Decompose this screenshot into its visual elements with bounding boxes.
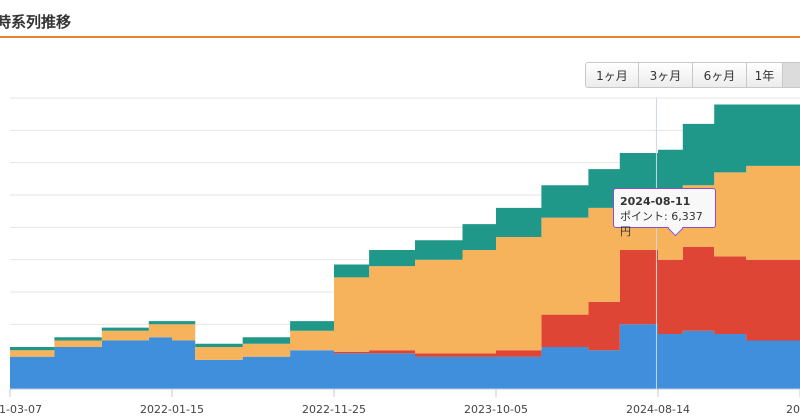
x-tick-label: 2021-03-07 bbox=[0, 403, 42, 416]
area-series-4 bbox=[10, 104, 800, 351]
area-series-2 bbox=[10, 246, 800, 360]
x-tick-label: 2023-10-05 bbox=[464, 403, 528, 416]
x-axis: 2021-03-07 2022-01-15 2022-11-25 2023-10-05… bbox=[0, 388, 800, 416]
range-1-month-button[interactable]: 1ヶ月 bbox=[585, 62, 639, 88]
area-series-1 bbox=[10, 324, 800, 389]
data-tooltip: 2024-08-11 ポイント: 6,337円 bbox=[613, 188, 716, 238]
x-tick-label: 2022-01-15 bbox=[140, 403, 204, 416]
x-tick-label: 2022-11-25 bbox=[302, 403, 366, 416]
range-selector: 1ヶ月 3ヶ月 6ヶ月 1年 bbox=[585, 62, 800, 88]
tooltip-date: 2024-08-11 bbox=[620, 195, 691, 208]
tooltip-value: ポイント: 6,337円 bbox=[620, 210, 703, 238]
range-all-button[interactable] bbox=[783, 62, 800, 88]
section-header: 時系列推移 bbox=[0, 0, 800, 38]
range-6-month-button[interactable]: 6ヶ月 bbox=[693, 62, 747, 88]
section-title: 時系列推移 bbox=[0, 13, 72, 31]
chart-grid bbox=[10, 97, 800, 358]
range-1-year-button[interactable]: 1年 bbox=[747, 62, 783, 88]
x-tick-label: 2024-08-14 bbox=[626, 403, 690, 416]
area-series-3 bbox=[10, 165, 800, 360]
x-tick-label: 2025 bbox=[786, 403, 800, 416]
range-3-month-button[interactable]: 3ヶ月 bbox=[639, 62, 693, 88]
chart-areas bbox=[10, 104, 800, 389]
time-series-chart: 2021-03-07 2022-01-15 2022-11-25 2023-10-05… bbox=[0, 97, 800, 416]
